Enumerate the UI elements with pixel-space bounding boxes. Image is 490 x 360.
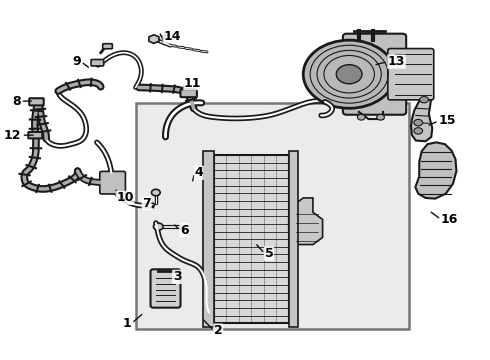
Text: 8: 8 xyxy=(12,95,21,108)
Polygon shape xyxy=(289,198,322,244)
Text: 3: 3 xyxy=(173,270,181,283)
Text: 10: 10 xyxy=(116,192,134,204)
Text: 6: 6 xyxy=(180,224,189,237)
Circle shape xyxy=(336,65,362,84)
Circle shape xyxy=(420,96,428,103)
Circle shape xyxy=(153,223,163,230)
Text: 9: 9 xyxy=(73,55,81,68)
Text: 13: 13 xyxy=(388,55,405,68)
FancyBboxPatch shape xyxy=(103,44,112,49)
Text: 12: 12 xyxy=(4,129,22,142)
Text: 11: 11 xyxy=(184,77,201,90)
FancyBboxPatch shape xyxy=(28,132,42,138)
Bar xyxy=(289,151,298,327)
Circle shape xyxy=(414,120,422,126)
Bar xyxy=(203,151,214,327)
FancyBboxPatch shape xyxy=(343,34,406,115)
FancyBboxPatch shape xyxy=(388,49,434,100)
Text: 7: 7 xyxy=(142,197,151,210)
Text: 16: 16 xyxy=(441,213,458,226)
Text: 1: 1 xyxy=(123,317,132,330)
Text: 15: 15 xyxy=(439,114,456,127)
Text: 14: 14 xyxy=(163,30,181,43)
Text: 4: 4 xyxy=(195,166,203,179)
FancyBboxPatch shape xyxy=(29,98,44,105)
FancyBboxPatch shape xyxy=(180,89,197,97)
Circle shape xyxy=(151,189,160,196)
Circle shape xyxy=(414,128,422,134)
Polygon shape xyxy=(411,92,432,141)
Circle shape xyxy=(377,114,385,120)
FancyBboxPatch shape xyxy=(100,171,125,194)
Text: 5: 5 xyxy=(265,247,273,260)
Polygon shape xyxy=(416,142,457,199)
Circle shape xyxy=(357,114,365,120)
FancyBboxPatch shape xyxy=(91,59,104,66)
Circle shape xyxy=(303,40,395,108)
Bar xyxy=(214,155,289,323)
FancyBboxPatch shape xyxy=(136,103,409,329)
Text: 2: 2 xyxy=(214,324,222,337)
FancyBboxPatch shape xyxy=(150,269,180,308)
